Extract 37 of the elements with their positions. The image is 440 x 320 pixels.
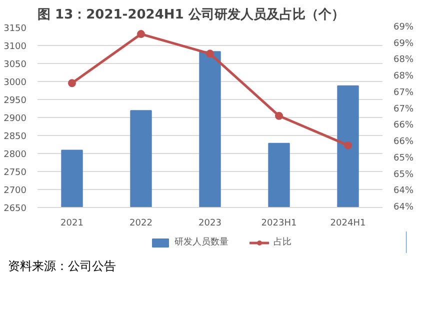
y-tick-label: 2900 <box>4 114 27 124</box>
y-tick-label: 3050 <box>4 60 27 70</box>
y2-tick-label: 65% <box>394 170 414 180</box>
text: 资料来源：公司公告 <box>8 258 116 275</box>
x-tick-label: 2022 <box>130 218 152 228</box>
y2-tick-label: 65% <box>394 153 414 164</box>
y-tick-label: 3000 <box>4 78 27 88</box>
x-tick-label: 2023H1 <box>261 218 297 228</box>
y2-tick-label: 66% <box>394 120 414 131</box>
point <box>137 30 145 38</box>
y2-tick-label: 68% <box>394 72 414 82</box>
y2-tick-label: 69% <box>394 38 414 49</box>
point <box>68 79 76 88</box>
y2-tick-label: 69% <box>394 22 414 32</box>
y2-tick-label: 68% <box>394 55 414 66</box>
x-tick-label: 2021 <box>60 218 84 228</box>
y-tick-label: 2950 <box>4 96 27 106</box>
x-tick-label: 2024H1 <box>330 218 366 228</box>
point <box>344 141 352 150</box>
x-tick-label: 2023 <box>198 218 222 228</box>
chart-title: 图 13：2021-2024H1 公司研发人员及占比（个） <box>38 8 344 22</box>
y-tick-label: 2650 <box>4 204 27 214</box>
y2-tick-label: 66% <box>394 137 414 148</box>
y2-tick-label: 67% <box>394 88 414 98</box>
y-tick-label: 2800 <box>4 150 27 160</box>
point <box>206 50 214 58</box>
legend-label: 研发人员数量 <box>174 236 228 248</box>
y-tick-label: 3150 <box>4 24 27 34</box>
legend-label: 占比 <box>274 236 292 248</box>
y2-tick-label: 64% <box>394 202 414 212</box>
point <box>275 112 283 120</box>
y-tick-label: 2750 <box>4 168 27 178</box>
y-tick-label: 2850 <box>4 132 27 142</box>
y-tick-label: 2700 <box>4 186 27 196</box>
y-tick-label: 3100 <box>4 42 27 52</box>
y2-tick-label: 64% <box>394 186 414 196</box>
y2-tick-label: 67% <box>394 104 414 114</box>
